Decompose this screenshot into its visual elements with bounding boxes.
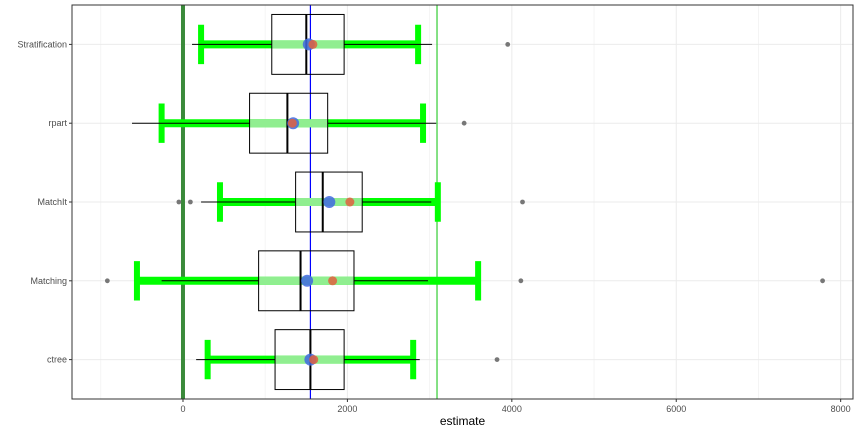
outlier-point [505, 42, 511, 47]
x-tick-label: 4000 [502, 404, 522, 414]
mean-point-red [309, 355, 319, 365]
outlier-point [518, 278, 524, 284]
box [271, 13, 345, 75]
x-tick-label: 6000 [666, 404, 686, 414]
outlier-point [820, 278, 825, 284]
outlier-point [104, 278, 110, 284]
axes: 0 2000 4000 6000 8000 Stratification rpart Matc… [17, 39, 850, 414]
mean-point-blue [323, 196, 336, 208]
box [249, 92, 329, 154]
x-tick-label: 8000 [831, 404, 851, 414]
y-tick-label: Stratification [17, 39, 67, 49]
box [258, 250, 355, 312]
y-tick-label: rpart [48, 118, 67, 128]
mean-point-red [328, 276, 338, 286]
mean-point-blue [301, 274, 314, 287]
outlier-point [461, 120, 467, 126]
x-tick-label: 2000 [337, 404, 357, 414]
panel-border [71, 4, 854, 400]
mean-point-red [345, 197, 355, 207]
chart-rows [104, 13, 825, 391]
y-tick-label: ctree [47, 355, 67, 365]
mean-point-red [308, 39, 318, 49]
row-group [196, 329, 500, 391]
row-group [192, 13, 511, 75]
outlier-point [494, 357, 500, 362]
box [295, 171, 363, 233]
row-group [104, 250, 825, 312]
row-group [132, 92, 467, 154]
y-tick-label: MatchIt [37, 197, 67, 207]
outlier-point [520, 199, 525, 205]
x-axis-title: estimate [440, 414, 486, 428]
x-tick-label: 0 [180, 404, 185, 414]
outlier-point [176, 199, 182, 205]
row-group [176, 171, 525, 233]
y-tick-label: Matching [30, 276, 67, 286]
outlier-point [187, 199, 193, 205]
mean-point-red [287, 118, 297, 128]
